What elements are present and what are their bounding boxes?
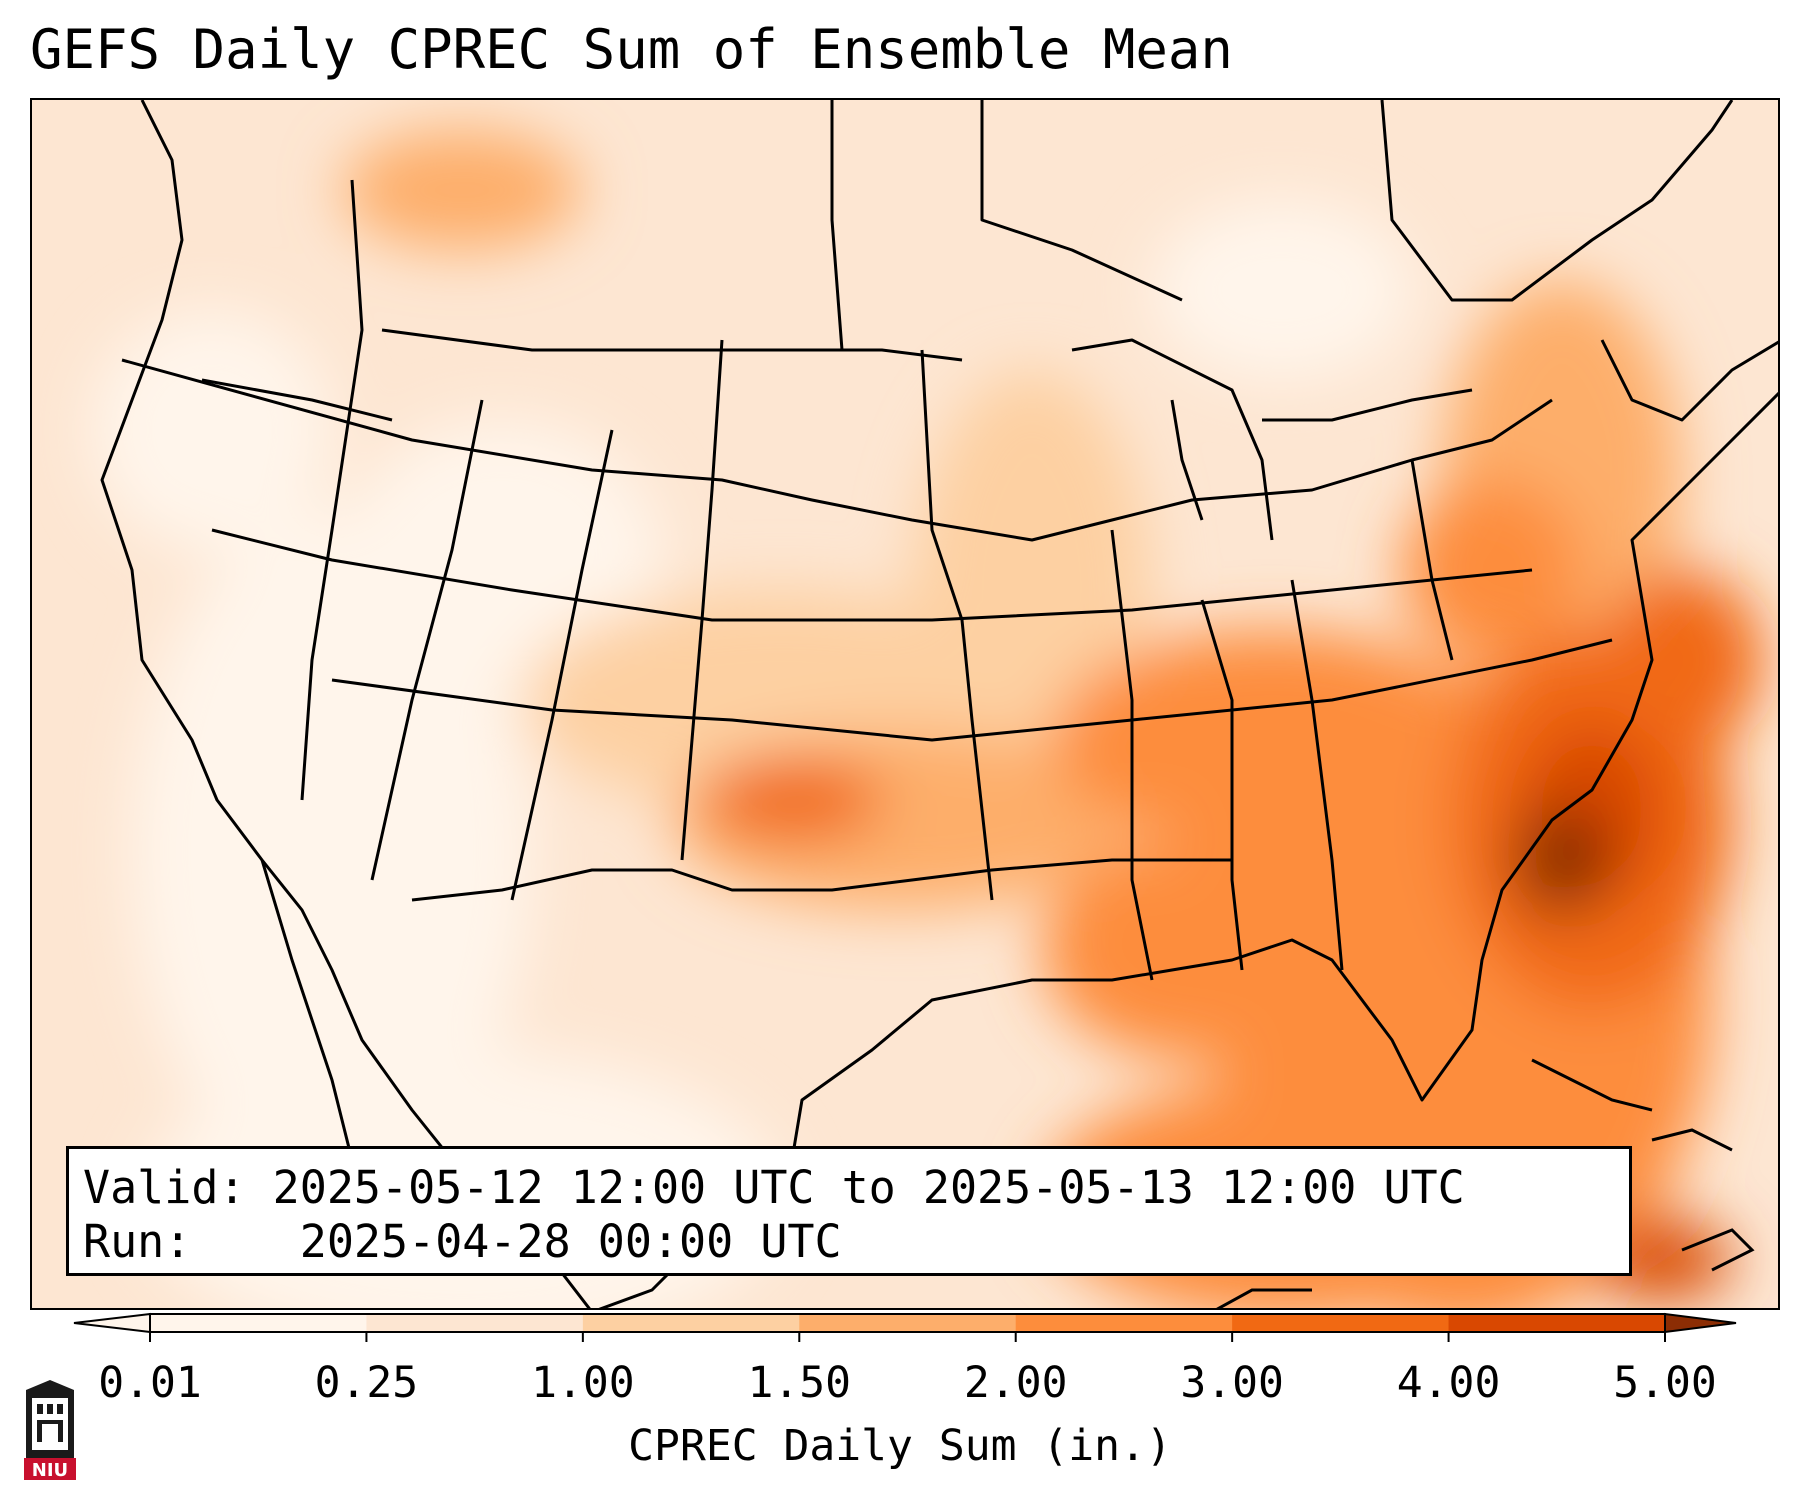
- valid-line: Valid: 2025-05-12 12:00 UTC to 2025-05-1…: [83, 1161, 1629, 1215]
- colorbar-segment: [366, 1314, 584, 1332]
- colorbar-tick-label: 4.00: [1396, 1358, 1501, 1408]
- run-value: 2025-04-28 00:00 UTC: [299, 1215, 842, 1268]
- run-info-box: Valid: 2025-05-12 12:00 UTC to 2025-05-1…: [66, 1146, 1632, 1276]
- colorbar-tick-label: 1.50: [747, 1358, 852, 1408]
- caribbean-islands: [1216, 1058, 1755, 1308]
- colorbar-tick-label: 0.01: [98, 1358, 202, 1408]
- colorbar-segment: [1232, 1314, 1450, 1332]
- valid-label: Valid:: [83, 1161, 246, 1214]
- valid-value: 2025-05-12 12:00 UTC to 2025-05-13 12:00…: [272, 1161, 1465, 1214]
- colorbar-tick-label: 0.25: [314, 1358, 419, 1408]
- colorbar-segment: [582, 1314, 800, 1332]
- colorbar-under-triangle: [73, 1312, 151, 1334]
- niu-tower-logo: NIU: [24, 1380, 76, 1480]
- map-title: GEFS Daily CPREC Sum of Ensemble Mean: [30, 18, 1233, 81]
- run-label: Run:: [83, 1215, 192, 1268]
- colorbar-tick-label: 2.00: [963, 1358, 1068, 1408]
- colorbar-label: CPREC Daily Sum (in.): [628, 1421, 1172, 1471]
- colorbar-tick-label: 3.00: [1180, 1358, 1284, 1408]
- colorbar-segment: [799, 1314, 1017, 1332]
- colorbar: [73, 1312, 1737, 1342]
- colorbar-border: [149, 1313, 1666, 1333]
- precipitation-map: [30, 98, 1780, 1310]
- colorbar-tick-label: 1.00: [531, 1358, 635, 1408]
- colorbar-tick-label: 5.00: [1613, 1358, 1717, 1408]
- colorbar-over-triangle: [1664, 1312, 1737, 1334]
- precip-field: [32, 100, 1778, 1308]
- colorbar-segment: [150, 1314, 367, 1332]
- colorbar-segment: [1015, 1314, 1233, 1332]
- run-line: Run: 2025-04-28 00:00 UTC: [83, 1215, 1629, 1269]
- colorbar-segment: [1448, 1314, 1666, 1332]
- niu-logo-text: NIU: [32, 1460, 68, 1480]
